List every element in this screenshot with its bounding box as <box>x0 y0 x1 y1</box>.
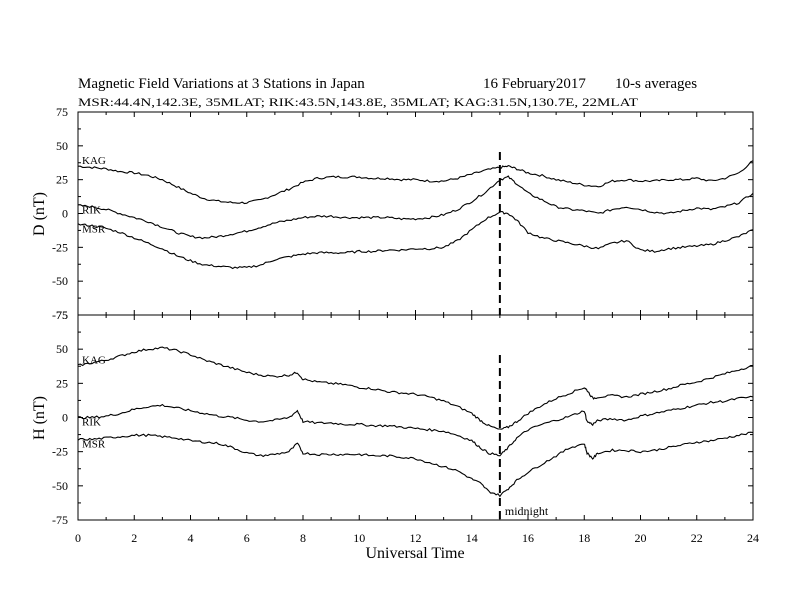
x-tick-label: 6 <box>244 531 250 545</box>
series-line-msr-d <box>77 210 754 270</box>
series-line-msr-h <box>77 431 754 498</box>
chart-title: Magnetic Field Variations at 3 Stations … <box>78 76 365 92</box>
x-tick-label: 12 <box>410 531 422 545</box>
y-tick-label-d: 0 <box>62 207 68 221</box>
x-tick-label: 0 <box>75 531 81 545</box>
y-tick-label-d: -25 <box>52 240 68 254</box>
y-tick-label-h: -50 <box>52 479 68 493</box>
midnight-annotation: midnight <box>505 504 549 518</box>
x-tick-label: 18 <box>578 531 590 545</box>
d-panel-ylabel: D (nT) <box>31 192 48 236</box>
x-tick-label: 2 <box>131 531 137 545</box>
x-tick-label: 16 <box>522 531 534 545</box>
panel-h-frame <box>77 314 754 521</box>
chart-subtitle: MSR:44.4N,142.3E, 35MLAT; RIK:43.5N,143.… <box>78 97 638 109</box>
x-tick-label: 20 <box>635 531 647 545</box>
y-tick-label-h: -25 <box>52 445 68 459</box>
x-tick-label: 24 <box>747 531 759 545</box>
series-line-rik-h <box>77 395 754 457</box>
series-line-kag-h <box>77 346 753 430</box>
x-tick-label: 4 <box>188 531 194 545</box>
y-tick-label-d: -50 <box>52 274 68 288</box>
y-tick-label-d: 50 <box>56 139 68 153</box>
y-tick-label-h: 25 <box>56 376 68 390</box>
series-line-rik-d <box>77 175 754 240</box>
series-label-msr-d: MSR <box>82 223 106 235</box>
y-tick-label-d: 75 <box>56 105 68 119</box>
h-panel-ylabel: H (nT) <box>31 396 48 440</box>
x-tick-label: 14 <box>466 531 478 545</box>
y-tick-label-h: 50 <box>56 342 68 356</box>
series-label-kag-h: KAG <box>82 355 106 367</box>
chart-date: 16 February2017 <box>483 76 586 92</box>
panel-d-frame <box>77 111 754 316</box>
y-tick-label-d: -75 <box>52 308 68 322</box>
series-line-kag-d <box>78 160 754 205</box>
y-tick-label-d: 25 <box>56 173 68 187</box>
series-label-kag-d: KAG <box>82 155 106 167</box>
y-tick-label-h: 0 <box>62 411 68 425</box>
series-label-msr-h: MSR <box>82 438 106 450</box>
x-tick-label: 8 <box>300 531 306 545</box>
x-axis-title: Universal Time <box>365 545 464 562</box>
x-tick-label: 22 <box>691 531 703 545</box>
series-label-rik-h: RIK <box>82 417 101 429</box>
series-label-rik-d: RIK <box>82 204 101 216</box>
y-tick-label-h: -75 <box>52 513 68 527</box>
x-tick-label: 10 <box>353 531 365 545</box>
chart-averaging: 10-s averages <box>615 76 697 92</box>
y-tick-label-h: 75 <box>56 308 68 322</box>
